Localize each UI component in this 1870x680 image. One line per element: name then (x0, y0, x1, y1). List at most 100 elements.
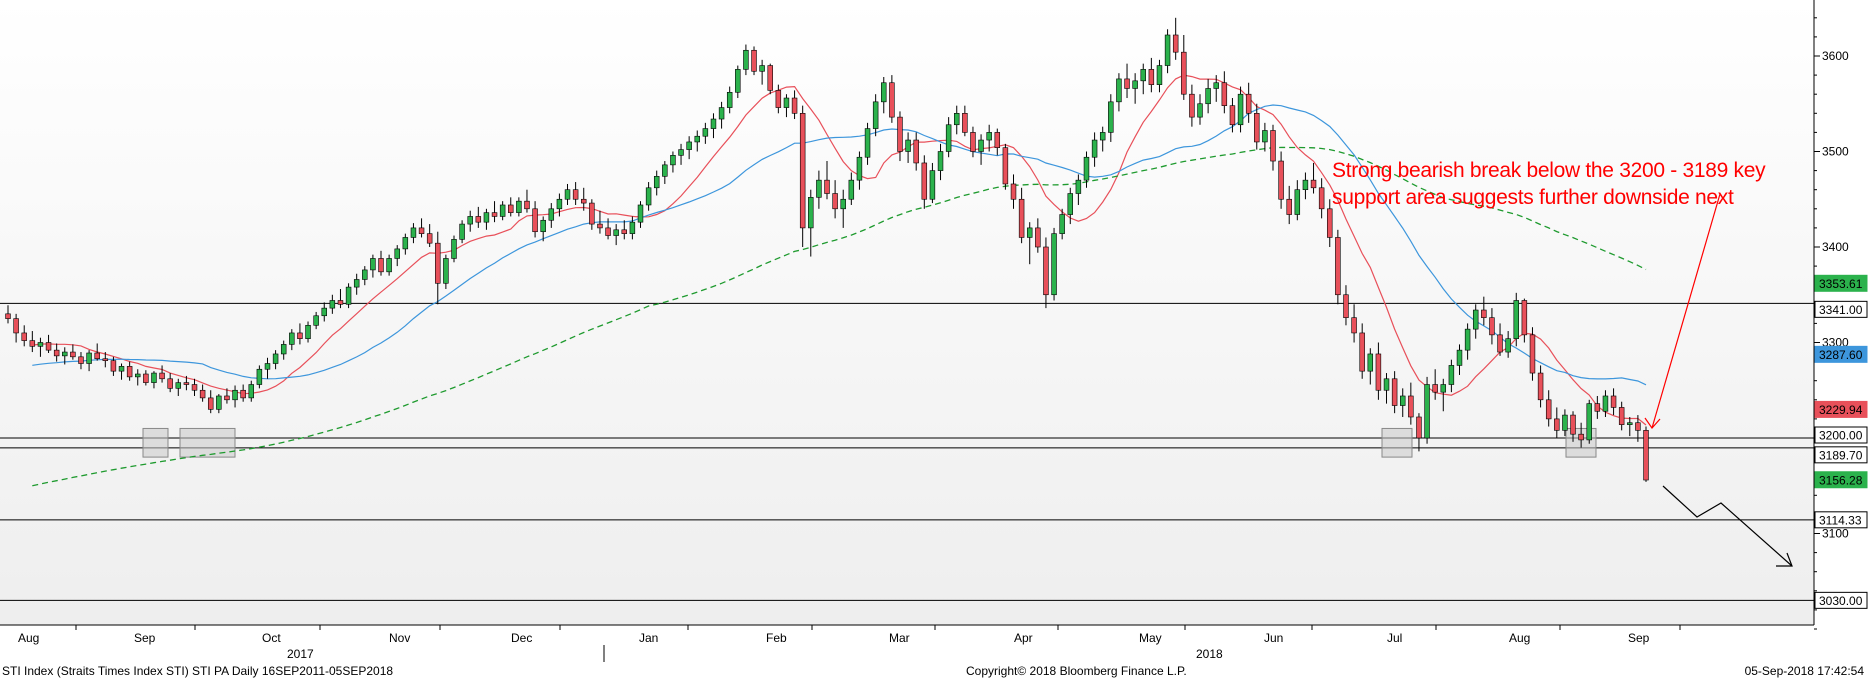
candle-body (313, 315, 319, 326)
candle-body (970, 132, 976, 152)
candle-body (629, 221, 636, 234)
projection-arrow (1662, 485, 1793, 567)
candle (1529, 327, 1536, 381)
candle (1351, 304, 1357, 343)
candle-body (126, 366, 133, 378)
candle-body (1002, 147, 1009, 185)
candle (175, 378, 182, 396)
y-axis: 310032003300340035003600 (1814, 17, 1849, 630)
candle (751, 46, 757, 76)
candle (1327, 199, 1333, 247)
candle (118, 363, 125, 380)
candle (37, 337, 44, 357)
price-tag: 3114.33 (1814, 511, 1868, 529)
x-month-label: Jun (1264, 631, 1283, 645)
candle (216, 394, 222, 414)
price-tag: 3287.60 (1814, 345, 1868, 363)
candle (516, 197, 522, 217)
projection-arrowhead (1776, 552, 1793, 567)
candle-body (1221, 82, 1228, 106)
candle-body (475, 216, 482, 223)
candle-body (1026, 227, 1033, 238)
candle (362, 266, 368, 286)
candle-body (1091, 139, 1098, 158)
candle-body (1408, 395, 1414, 418)
candle (662, 161, 668, 184)
candle (1408, 382, 1414, 425)
candle-body (110, 360, 117, 372)
candle (70, 344, 76, 360)
candle-body (824, 179, 830, 194)
candle-body (905, 139, 911, 152)
candle (1618, 401, 1625, 431)
candle-body (1067, 193, 1073, 215)
candle (1189, 84, 1195, 127)
candle-body (1602, 395, 1609, 412)
candle-body (289, 332, 295, 345)
candle-body (45, 342, 52, 351)
candle (710, 113, 717, 139)
candle-body (962, 113, 968, 133)
candle (126, 361, 133, 381)
candle-body (540, 219, 546, 233)
candle-body (702, 128, 709, 137)
price-tag-label: 3114.33 (1819, 513, 1862, 527)
candle-body (881, 82, 887, 103)
candle (264, 357, 271, 379)
candle (1521, 298, 1528, 343)
price-tag-label: 3229.94 (1819, 403, 1863, 417)
candle (483, 208, 490, 230)
candle (1156, 59, 1163, 93)
candle-body (1464, 328, 1471, 351)
candle-body (799, 113, 806, 229)
candle (402, 233, 409, 255)
candle (1237, 86, 1244, 133)
y-tick-label: 3600 (1822, 49, 1849, 63)
candle (613, 224, 619, 246)
candle (1148, 57, 1155, 93)
footer-copyright: Copyright© 2018 Bloomberg Finance L.P. (966, 664, 1187, 678)
candle (897, 111, 903, 162)
moving-average-line (32, 146, 1647, 487)
candle-body (791, 97, 798, 114)
x-month-label: Jul (1387, 631, 1402, 645)
candle-body (1618, 407, 1625, 425)
candle-body (370, 258, 376, 271)
candle-body (1529, 334, 1536, 374)
candle (1594, 395, 1601, 419)
price-tag-box (1814, 426, 1868, 444)
candle (1578, 422, 1584, 448)
candle (1083, 151, 1090, 188)
candle-body (1481, 309, 1487, 318)
candle (1440, 378, 1447, 412)
price-tag-label: 3341.00 (1819, 303, 1863, 317)
candle (289, 329, 295, 351)
candle (1367, 348, 1374, 385)
x-month-label: Aug (18, 631, 39, 645)
price-tag-label: 3200.00 (1819, 429, 1863, 443)
candle-body (191, 384, 198, 391)
candle (1067, 187, 1073, 225)
candle (110, 356, 117, 376)
candle-body (1537, 372, 1544, 401)
candle-body (345, 286, 352, 305)
support-zone-box (1381, 427, 1413, 458)
x-month-label: Apr (1014, 631, 1033, 645)
candle-body (102, 358, 109, 361)
candle (1400, 388, 1406, 417)
candle (1554, 407, 1560, 438)
candle-body (305, 325, 311, 339)
candle-body (986, 132, 992, 141)
candle-body (1018, 198, 1025, 238)
candle (564, 183, 571, 205)
candle-body (1440, 384, 1447, 393)
candle (1416, 413, 1422, 452)
candle-body (1286, 198, 1292, 215)
candle (256, 365, 263, 389)
candle (589, 199, 595, 230)
candle-body (1594, 403, 1601, 412)
candle-body (1181, 51, 1187, 95)
price-tag-label: 3287.60 (1819, 348, 1863, 362)
candle (1229, 98, 1236, 133)
candle (572, 182, 579, 205)
